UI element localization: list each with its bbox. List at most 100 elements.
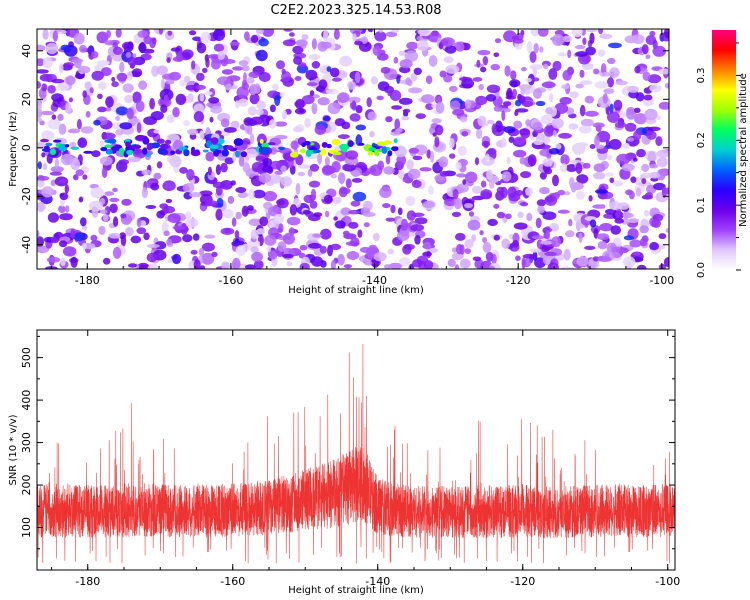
spectrogram-cell [126,107,134,120]
spectrogram-cell [238,155,245,167]
spectrogram-cell [96,31,109,44]
spectrogram-cell [662,187,667,199]
spectrogram-cell [569,91,579,98]
spectrogram-cell [311,38,317,50]
spectrogram-cell [452,109,465,116]
spectrogram-cell [304,118,311,128]
spectrogram-cell [37,161,42,170]
spectrogram-cell [520,87,526,95]
spectrogram-cell [268,119,277,129]
spectrogram-signal-cell [170,150,176,155]
spectrogram-x-tick-label: -100 [649,274,674,287]
spectrogram-cell [205,57,210,68]
spectrogram-cell [544,251,557,257]
spectrogram-cell [116,72,128,82]
spectrogram-cell [609,67,620,79]
spectrogram-cell [119,122,133,130]
spectrogram-cell [109,197,120,203]
spectrogram-cell [658,233,667,240]
spectrogram-cell [115,29,122,38]
spectrogram-cell [503,30,517,43]
spectrogram-cell [616,153,631,165]
spectrogram-cell [334,220,346,229]
spectrogram-cell [279,91,285,98]
spectrogram-cell [238,191,249,198]
spectrogram-signal-cell [190,150,201,157]
spectrogram-signal-cell [126,149,134,156]
spectrogram-signal-cell [383,140,393,145]
spectrogram-cell [165,79,175,85]
spectrogram-cell [323,194,333,204]
spectrogram-cell [286,216,301,226]
spectrogram-cell [103,257,111,265]
spectrogram-cell [73,32,85,45]
spectrogram-signal-cell [142,147,148,155]
spectrogram-cell [332,77,342,82]
spectrogram-cell [569,177,575,187]
spectrogram-cell [575,51,588,57]
spectrogram-cell [351,169,361,177]
spectrogram-cell [258,38,269,47]
spectrogram-cell [475,95,488,106]
spectrogram-signal-cell [267,142,276,146]
spectrogram-cell [127,57,138,67]
spectrogram-cell [190,249,198,255]
spectrogram-cell [166,57,171,63]
spectrogram-cell [251,251,264,262]
spectrogram-cell [589,144,596,149]
spectrogram-cell [584,95,595,104]
spectrogram-cell [515,33,524,41]
spectrogram-cell [253,83,261,94]
spectrogram-cell [105,107,112,112]
spectrogram-cell [478,83,484,91]
spectrogram-cell [373,252,387,262]
spectrogram-cell [472,77,483,82]
spectrogram-cell [402,244,412,255]
spectrogram-cell [210,58,221,70]
spectrogram-cell [37,142,46,149]
spectrogram-cell [293,56,303,65]
spectrogram-cell [301,34,309,41]
spectrogram-cell [665,228,669,233]
spectrogram-cell [58,240,68,248]
spectrogram-cell [471,195,485,201]
spectrogram-cell [408,147,420,154]
snr-x-tick-label: -100 [655,575,680,588]
spectrogram-cell [508,192,521,202]
spectrogram-cell [568,123,579,130]
spectrogram-cell [46,153,53,164]
spectrogram-cell [505,213,512,220]
spectrogram-cell [146,252,158,263]
spectrogram-cell [417,29,429,36]
spectrogram-cell [453,197,463,210]
spectrogram-cell [411,212,425,217]
snr-y-tick-label: 100 [20,517,33,538]
spectrogram-cell [268,220,274,229]
spectrogram-cell [145,205,157,209]
spectrogram-cell [75,73,85,80]
spectrogram-cell [447,258,456,267]
spectrogram-cell [402,108,411,113]
spectrogram-cell [141,187,148,199]
spectrogram-cell [520,171,532,179]
spectrogram-cell [598,29,604,35]
spectrogram-cell [101,67,112,77]
spectrogram-cell [112,46,123,56]
spectrogram-cell [658,68,669,75]
spectrogram-cell [389,90,402,101]
spectrogram-cell [293,126,303,133]
spectrogram-cell [609,177,615,184]
spectrogram-signal-cell [367,150,374,156]
spectrogram-cell [121,198,132,206]
spectrogram-cell [223,126,237,133]
spectrogram-cell [423,242,432,250]
spectrogram-cell [529,64,543,70]
spectrogram-cell [644,192,653,198]
spectrogram-cell [406,159,414,170]
spectrogram-cell [529,248,542,253]
spectrogram-cell [372,45,382,56]
spectrogram-cell [464,248,471,255]
spectrogram-cell [105,96,114,108]
snr-y-axis-label: SNR (10 * v/v) [8,414,19,485]
spectrogram-cell [624,122,637,132]
